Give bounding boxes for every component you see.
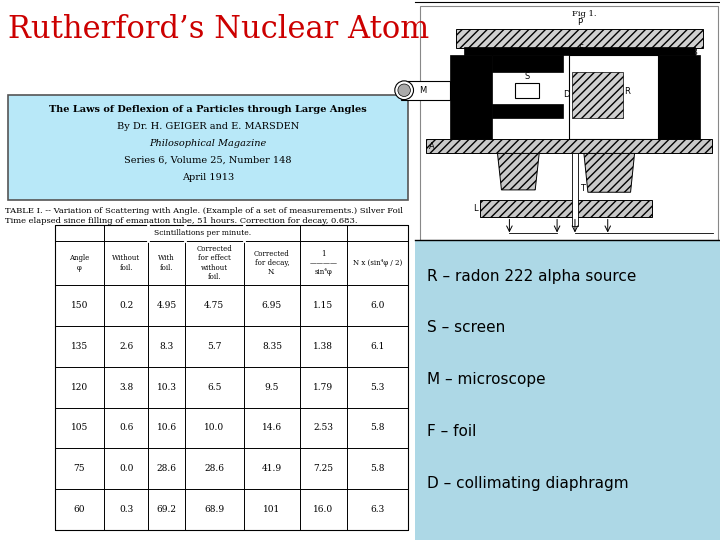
Text: Corrected
for effect
without
foil.: Corrected for effect without foil.: [197, 245, 233, 281]
Text: M: M: [419, 86, 427, 94]
Text: 60: 60: [73, 505, 85, 514]
Text: F – foil: F – foil: [427, 424, 477, 439]
Bar: [480, 200, 652, 217]
Text: Corrected
for decay,
N.: Corrected for decay, N.: [254, 250, 290, 276]
Text: 5.8: 5.8: [370, 464, 384, 473]
Text: 105: 105: [71, 423, 89, 433]
Text: Without
foil.: Without foil.: [112, 254, 140, 272]
Bar: [572, 153, 578, 226]
Text: 0.2: 0.2: [119, 301, 133, 310]
Text: The Laws of Deflexion of a Particles through Large Angles: The Laws of Deflexion of a Particles thr…: [49, 105, 367, 114]
Bar: [426, 139, 712, 153]
Text: 10.0: 10.0: [204, 423, 225, 433]
Text: Philosophical Magazine: Philosophical Magazine: [149, 139, 266, 148]
Text: 120: 120: [71, 382, 88, 392]
Text: 135: 135: [71, 342, 88, 351]
Text: Scintillations per minute.: Scintillations per minute.: [153, 229, 251, 237]
Text: 4.95: 4.95: [156, 301, 176, 310]
Text: T: T: [580, 184, 585, 193]
Text: N x (sin⁴φ / 2): N x (sin⁴φ / 2): [353, 259, 402, 267]
Bar: [492, 104, 563, 118]
Text: Fig 1.: Fig 1.: [572, 10, 596, 18]
Text: Angle
φ: Angle φ: [69, 254, 89, 272]
Text: P: P: [577, 18, 582, 28]
Text: D: D: [564, 90, 570, 99]
Text: A: A: [429, 142, 435, 151]
Text: 16.0: 16.0: [313, 505, 333, 514]
Bar: [450, 55, 492, 139]
Text: 4.75: 4.75: [204, 301, 225, 310]
Text: 6.95: 6.95: [262, 301, 282, 310]
Text: 2.53: 2.53: [313, 423, 333, 433]
Text: B: B: [691, 48, 697, 57]
Text: 0.0: 0.0: [119, 464, 133, 473]
Bar: [415, 240, 720, 540]
Text: 6.3: 6.3: [370, 505, 384, 514]
Text: Series 6, Volume 25, Number 148: Series 6, Volume 25, Number 148: [125, 156, 292, 165]
Bar: [516, 83, 539, 98]
Text: 150: 150: [71, 301, 89, 310]
Text: 7.25: 7.25: [313, 464, 333, 473]
Text: D – collimating diaphragm: D – collimating diaphragm: [427, 476, 629, 491]
Text: Rutherford’s Nuclear Atom: Rutherford’s Nuclear Atom: [8, 14, 429, 45]
Text: By Dr. H. GEIGER and E. MARSDEN: By Dr. H. GEIGER and E. MARSDEN: [117, 122, 299, 131]
Text: 41.9: 41.9: [262, 464, 282, 473]
Bar: [456, 29, 703, 48]
Text: 5.3: 5.3: [370, 382, 384, 392]
Text: 2.6: 2.6: [119, 342, 133, 351]
Text: C: C: [510, 107, 516, 116]
Text: With
foil.: With foil.: [158, 254, 175, 272]
Text: 101: 101: [264, 505, 281, 514]
Text: 8.3: 8.3: [159, 342, 174, 351]
Text: S – screen: S – screen: [427, 320, 505, 335]
Text: 68.9: 68.9: [204, 505, 225, 514]
Text: 1.38: 1.38: [313, 342, 333, 351]
Text: R – radon 222 alpha source: R – radon 222 alpha source: [427, 269, 636, 284]
Text: 14.6: 14.6: [262, 423, 282, 433]
Bar: [492, 55, 563, 71]
Bar: [464, 47, 695, 55]
Text: M – microscope: M – microscope: [427, 372, 546, 387]
Text: L: L: [473, 204, 477, 213]
Text: 3.8: 3.8: [119, 382, 133, 392]
Circle shape: [398, 84, 410, 97]
Text: R: R: [624, 87, 629, 97]
Bar: [8, 95, 408, 200]
Text: 1
————
sin⁴φ: 1 ———— sin⁴φ: [310, 250, 338, 276]
Text: 8.35: 8.35: [262, 342, 282, 351]
Text: 6.5: 6.5: [207, 382, 222, 392]
Bar: [55, 225, 408, 530]
Bar: [658, 55, 700, 139]
Text: April 1913: April 1913: [182, 173, 234, 182]
Text: 5.7: 5.7: [207, 342, 222, 351]
Text: 28.6: 28.6: [204, 464, 225, 473]
Text: Time elapsed since filling of emanation tube, 51 hours. Correction for decay, 0.: Time elapsed since filling of emanation …: [5, 217, 358, 225]
Bar: [401, 81, 450, 99]
Text: 5.8: 5.8: [370, 423, 384, 433]
Text: 0.6: 0.6: [119, 423, 133, 433]
Text: 75: 75: [73, 464, 86, 473]
Text: 10.6: 10.6: [156, 423, 176, 433]
Text: 1.79: 1.79: [313, 382, 333, 392]
Text: 9.5: 9.5: [265, 382, 279, 392]
Text: 6.0: 6.0: [370, 301, 384, 310]
Bar: [569, 55, 658, 139]
Circle shape: [395, 81, 413, 99]
Text: 28.6: 28.6: [156, 464, 176, 473]
Text: 10.3: 10.3: [156, 382, 176, 392]
Text: 1.15: 1.15: [313, 301, 333, 310]
Bar: [572, 71, 623, 118]
Text: F: F: [578, 44, 583, 53]
Polygon shape: [584, 153, 634, 192]
Text: 69.2: 69.2: [156, 505, 176, 514]
Text: TABLE I. -- Variation of Scattering with Angle. (Example of a set of measurement: TABLE I. -- Variation of Scattering with…: [5, 207, 403, 215]
Bar: [420, 6, 718, 240]
Polygon shape: [498, 153, 539, 190]
Text: S: S: [525, 72, 530, 81]
Text: 6.1: 6.1: [370, 342, 384, 351]
Text: 0.3: 0.3: [119, 505, 133, 514]
